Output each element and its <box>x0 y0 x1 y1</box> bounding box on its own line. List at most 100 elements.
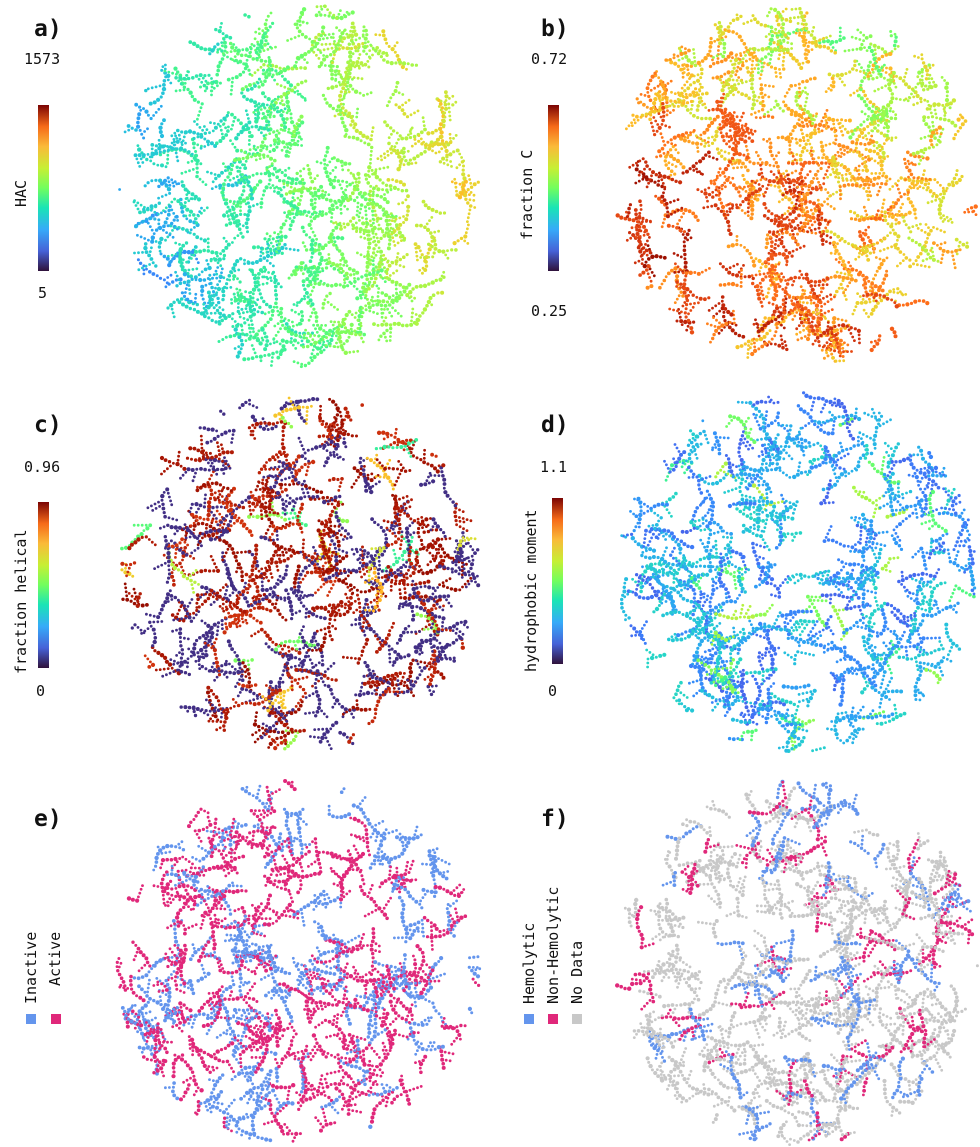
tree-node <box>409 295 413 299</box>
tree-node <box>241 70 246 74</box>
tree-node <box>132 200 136 204</box>
tree-node <box>763 316 767 320</box>
tree-node <box>235 287 239 291</box>
tree-node <box>142 153 146 157</box>
tree-node <box>310 49 314 52</box>
tree-node <box>359 139 363 143</box>
tree-node <box>347 111 352 116</box>
tree-node <box>410 162 414 165</box>
tree-node <box>788 212 792 216</box>
tree-node <box>939 216 943 220</box>
tree-node <box>310 289 314 293</box>
tree-node <box>269 186 272 190</box>
tree-node <box>313 334 316 337</box>
tree-node <box>301 13 304 16</box>
tree-node <box>182 294 187 298</box>
tree-node <box>447 102 451 106</box>
tree-node <box>226 77 231 82</box>
tree-node <box>243 13 247 17</box>
tree-node <box>641 177 645 181</box>
tree-node <box>362 332 367 337</box>
tree-node <box>665 113 669 117</box>
tree-node <box>395 54 400 58</box>
tree-node <box>440 290 445 295</box>
tree-node <box>304 35 308 39</box>
tree-node <box>733 62 737 66</box>
tree-node <box>173 66 178 71</box>
tree-node <box>438 142 442 146</box>
tree-node <box>371 192 375 196</box>
tree-node <box>294 330 298 334</box>
tree-node <box>851 132 855 136</box>
tree-node <box>369 157 373 161</box>
tree-node <box>395 41 399 44</box>
tree-node <box>356 349 360 353</box>
tree-node <box>743 275 747 279</box>
tree-node <box>148 225 152 229</box>
tree-node <box>309 315 313 318</box>
tree-node <box>916 255 921 259</box>
tree-node <box>309 176 313 180</box>
tree-node <box>634 212 638 216</box>
tree-node <box>206 139 210 144</box>
tree-node <box>360 275 364 279</box>
tree-node <box>395 295 399 299</box>
tree-node <box>273 158 277 163</box>
tree-node <box>176 159 180 163</box>
tree-node <box>385 104 389 108</box>
tree-node <box>363 197 368 202</box>
tree-node <box>752 322 756 326</box>
tree-node <box>282 197 286 201</box>
tree-node <box>372 256 376 260</box>
tree-node <box>263 312 267 316</box>
tree-node <box>782 59 785 63</box>
tree-node <box>158 84 162 88</box>
tree-node <box>917 162 921 166</box>
tree-node <box>873 110 878 115</box>
tree-node <box>299 268 303 272</box>
tree-node <box>251 312 255 317</box>
tree-node <box>686 136 690 140</box>
tree-node <box>222 40 227 45</box>
tree-node <box>400 136 405 141</box>
tree-node <box>237 345 241 348</box>
tree-node <box>364 213 368 217</box>
tree-node <box>438 102 443 106</box>
tree-node <box>374 33 378 36</box>
tree-node <box>466 216 470 220</box>
tree-node <box>245 196 250 201</box>
tree-node <box>785 263 788 267</box>
tree-node <box>405 115 410 119</box>
tree-node <box>376 312 379 315</box>
tree-node <box>791 206 795 210</box>
tree-node <box>683 89 687 93</box>
tree-node <box>895 97 898 101</box>
tree-node <box>280 170 284 175</box>
tree-node <box>820 348 824 352</box>
tree-node <box>442 123 446 127</box>
tree-node <box>293 125 298 130</box>
tree-node <box>770 244 774 248</box>
tree-node <box>436 291 440 295</box>
tree-node <box>917 70 922 75</box>
tree-node <box>933 108 937 112</box>
tree-node <box>790 201 794 205</box>
tree-node <box>380 315 384 319</box>
tree-node <box>395 141 399 145</box>
tree-node <box>136 207 140 211</box>
tree-node <box>275 129 279 133</box>
tree-node <box>239 177 243 181</box>
tree-node <box>246 201 250 205</box>
tree-node <box>786 209 790 213</box>
tree-node <box>464 190 468 194</box>
tree-node <box>194 150 198 153</box>
tree-node <box>386 153 390 157</box>
tree-node <box>336 308 339 311</box>
tree-node <box>280 148 284 152</box>
tree-node <box>657 196 662 201</box>
tree-node <box>367 207 371 210</box>
tree-node <box>350 313 354 316</box>
tree-node <box>247 323 251 327</box>
tree-node <box>312 354 317 360</box>
tree-node <box>739 243 743 247</box>
